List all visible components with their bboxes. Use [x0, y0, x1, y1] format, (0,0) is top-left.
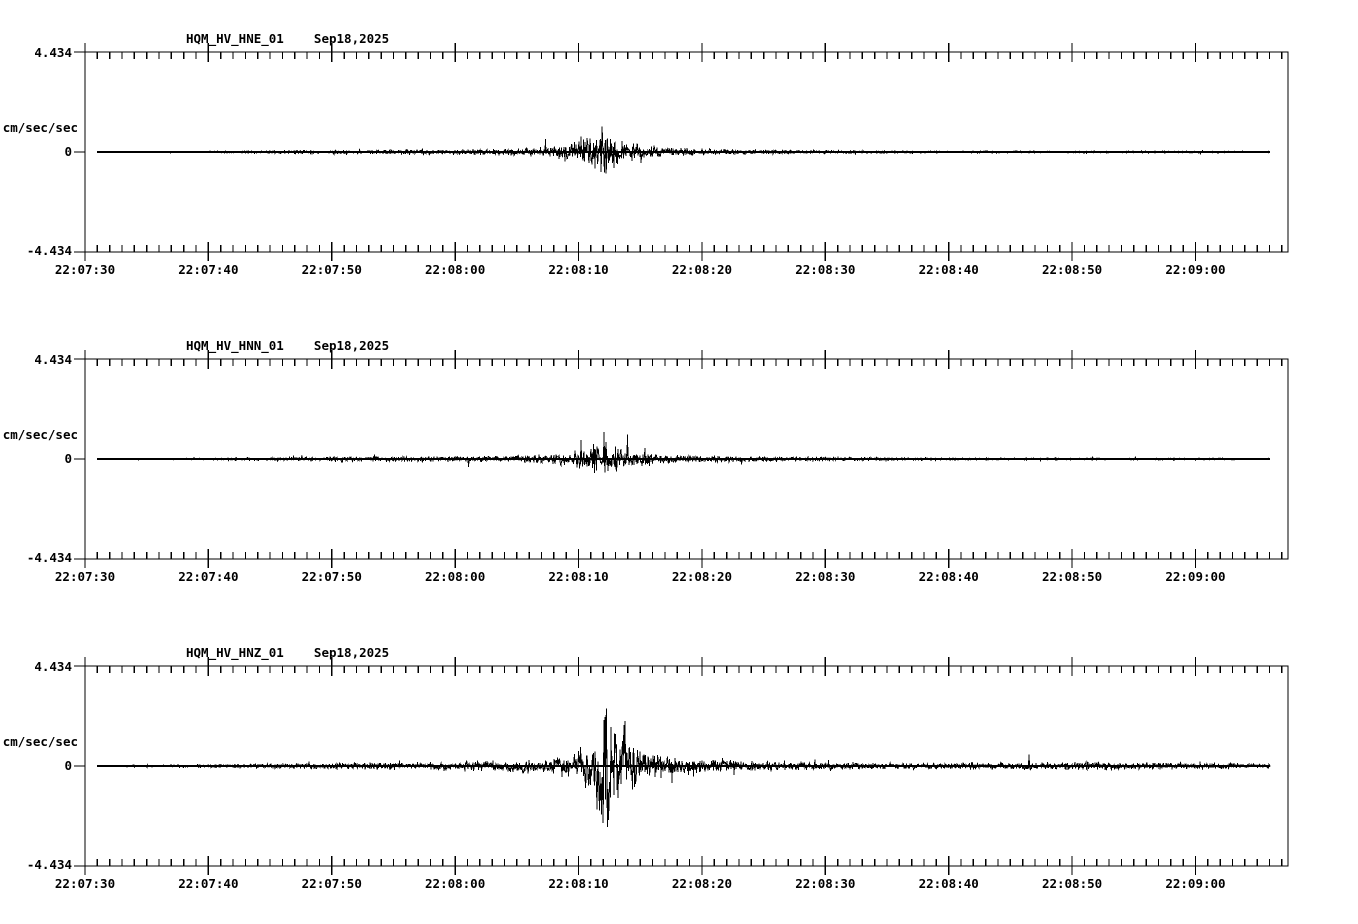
panel-title-hnn: HQM_HV_HNN_01 Sep18,2025	[186, 338, 390, 353]
y-axis-units-label-hnn: cm/sec/sec	[2, 427, 78, 442]
x-axis-tick-label: 22:07:50	[301, 876, 362, 891]
panel-title-hne: HQM_HV_HNE_01 Sep18,2025	[186, 31, 390, 46]
x-axis-tick-label: 22:08:10	[548, 876, 609, 891]
x-axis-tick-label: 22:08:20	[671, 262, 733, 277]
y-axis-min-label-hne: -4.434	[26, 243, 72, 258]
y-axis-zero-label-hnz: 0	[64, 758, 72, 773]
y-axis-zero-label-hne: 0	[64, 144, 72, 159]
y-axis-units-label-hnz: cm/sec/sec	[2, 734, 78, 749]
x-axis-tick-label: 22:07:30	[54, 876, 116, 891]
x-axis-tick-label: 22:07:50	[301, 262, 362, 277]
x-axis-tick-label: 22:08:50	[1041, 569, 1103, 584]
y-axis-max-label-hnn: 4.434	[34, 352, 72, 367]
x-axis-tick-label: 22:09:00	[1165, 569, 1226, 584]
x-axis-tick-label: 22:08:50	[1041, 262, 1103, 277]
x-axis-tick-label: 22:07:40	[178, 262, 239, 277]
x-axis-tick-label: 22:08:00	[425, 569, 486, 584]
y-axis-zero-label-hnn: 0	[64, 451, 72, 466]
x-axis-tick-label: 22:08:30	[795, 262, 856, 277]
seismogram-panel-hne: HQM_HV_HNE_01 Sep18,2025 cm/sec/sec 4.43…	[0, 0, 1358, 300]
x-axis-tick-label: 22:08:40	[918, 876, 979, 891]
x-axis-tick-label: 22:08:00	[425, 262, 486, 277]
x-axis-tick-label: 22:09:00	[1165, 876, 1226, 891]
x-axis-tick-label: 22:09:00	[1165, 262, 1226, 277]
x-axis-tick-label: 22:08:30	[795, 569, 856, 584]
plot-area-hnn	[74, 350, 1289, 568]
plot-area-hne	[74, 43, 1289, 261]
panel-title-hnz: HQM_HV_HNZ_01 Sep18,2025	[186, 645, 390, 660]
y-axis-max-label-hne: 4.434	[34, 45, 72, 60]
x-axis-tick-label: 22:08:40	[918, 262, 979, 277]
y-axis-min-label-hnn: -4.434	[26, 550, 72, 565]
seismogram-panel-hnn: HQM_HV_HNN_01 Sep18,2025 cm/sec/sec 4.43…	[0, 307, 1358, 607]
x-axis-tick-label: 22:07:30	[54, 262, 116, 277]
x-axis-tick-label: 22:08:30	[795, 876, 856, 891]
y-axis-min-label-hnz: -4.434	[26, 857, 72, 872]
x-axis-tick-label: 22:08:00	[425, 876, 486, 891]
x-axis-tick-label: 22:08:10	[548, 569, 609, 584]
x-axis-tick-label: 22:08:20	[671, 876, 733, 891]
x-axis-tick-label: 22:08:10	[548, 262, 609, 277]
x-axis-tick-label: 22:07:30	[54, 569, 116, 584]
x-axis-tick-label: 22:08:40	[918, 569, 979, 584]
y-axis-units-label-hne: cm/sec/sec	[2, 120, 78, 135]
x-axis-tick-label: 22:08:20	[671, 569, 733, 584]
x-axis-tick-label: 22:07:40	[178, 569, 239, 584]
x-axis-tick-label: 22:07:50	[301, 569, 362, 584]
y-axis-max-label-hnz: 4.434	[34, 659, 72, 674]
x-axis-tick-label: 22:08:50	[1041, 876, 1103, 891]
plot-area-hnz	[74, 657, 1289, 875]
seismogram-panel-hnz: HQM_HV_HNZ_01 Sep18,2025 cm/sec/sec 4.43…	[0, 614, 1358, 924]
x-axis-tick-label: 22:07:40	[178, 876, 239, 891]
